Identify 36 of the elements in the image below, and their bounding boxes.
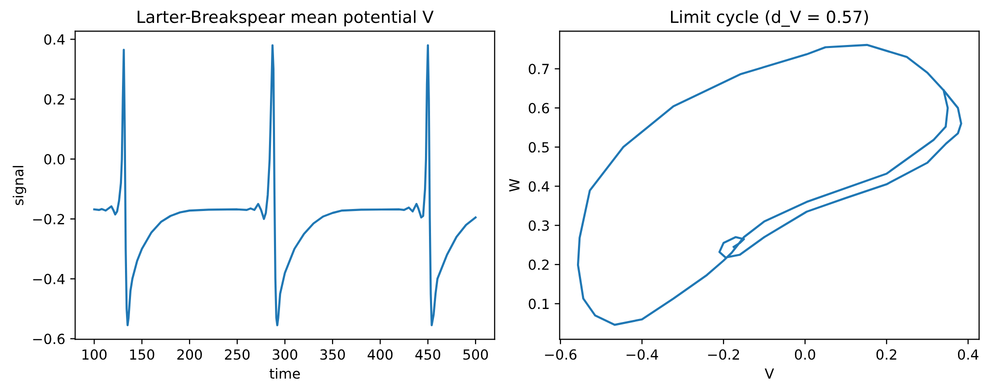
x-axis-title: time (270, 368, 300, 379)
y-tick-label: 0.0 (44, 154, 65, 165)
line-series (576, 44, 962, 326)
y-tick-label: −0.6 (33, 334, 65, 344)
y-tick-label: 0.2 (528, 259, 549, 270)
y-tick-label: 0.4 (44, 34, 65, 45)
chart-title: Limit cycle (d_V = 0.57) (671, 10, 868, 27)
y-tick-label: 0.6 (528, 102, 550, 114)
x-tick-label: −0.4 (626, 349, 658, 360)
x-tick-label: 350 (320, 349, 345, 360)
x-tick-label: 300 (272, 349, 298, 360)
x-tick-label: 150 (130, 349, 154, 360)
x-tick-label: 400 (368, 349, 393, 360)
x-tick-label: 250 (224, 349, 250, 360)
x-tick-label: 0.2 (876, 349, 896, 360)
y-tick-label: 0.3 (528, 220, 549, 231)
y-axis-title: signal (12, 166, 26, 206)
x-tick-label: 450 (415, 349, 440, 360)
x-tick-label: 0.0 (794, 349, 816, 360)
line-series (93, 44, 477, 326)
x-tick-label: −0.6 (545, 349, 576, 360)
chart-title: Larter-Breakspear mean potential V (138, 10, 434, 26)
y-tick-label: −0.2 (33, 214, 64, 224)
x-tick-label: 200 (177, 349, 202, 360)
x-tick-label: 0.4 (958, 349, 978, 360)
y-tick-label: −0.4 (33, 274, 65, 284)
y-tick-label: 0.7 (528, 64, 549, 74)
x-tick-label: −0.2 (708, 349, 739, 360)
x-tick-label: 500 (463, 349, 488, 360)
y-tick-label: 0.5 (528, 142, 549, 153)
y-tick-label: 0.2 (44, 94, 64, 105)
y-tick-label: 0.1 (528, 298, 549, 310)
y-axis-title: W (509, 178, 520, 192)
x-axis-title: V (764, 368, 774, 379)
y-tick-label: 0.4 (528, 181, 550, 192)
x-tick-label: 100 (82, 349, 107, 360)
